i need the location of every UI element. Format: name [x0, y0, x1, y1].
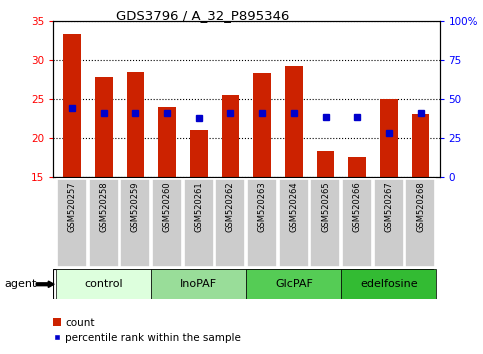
- Text: GDS3796 / A_32_P895346: GDS3796 / A_32_P895346: [116, 9, 289, 22]
- FancyBboxPatch shape: [215, 179, 245, 267]
- Text: GSM520268: GSM520268: [416, 182, 425, 232]
- Text: GSM520264: GSM520264: [289, 182, 298, 232]
- Text: control: control: [85, 279, 123, 289]
- Text: GSM520263: GSM520263: [257, 182, 267, 232]
- FancyBboxPatch shape: [310, 179, 341, 267]
- Bar: [380, 99, 398, 177]
- Bar: [158, 107, 176, 177]
- FancyBboxPatch shape: [341, 269, 436, 299]
- Bar: [222, 95, 239, 177]
- Text: agent: agent: [5, 279, 37, 289]
- FancyBboxPatch shape: [151, 269, 246, 299]
- Bar: [317, 150, 334, 177]
- FancyBboxPatch shape: [57, 269, 151, 299]
- Bar: [127, 72, 144, 177]
- Text: GlcPAF: GlcPAF: [275, 279, 313, 289]
- FancyBboxPatch shape: [184, 179, 213, 267]
- Text: GSM520257: GSM520257: [68, 182, 77, 232]
- Bar: [63, 34, 81, 177]
- Text: GSM520267: GSM520267: [384, 182, 393, 232]
- Text: GSM520260: GSM520260: [163, 182, 171, 232]
- FancyBboxPatch shape: [342, 179, 372, 267]
- Bar: [412, 114, 429, 177]
- FancyBboxPatch shape: [405, 179, 435, 267]
- Text: edelfosine: edelfosine: [360, 279, 418, 289]
- Bar: [254, 73, 271, 177]
- FancyBboxPatch shape: [88, 179, 119, 267]
- Bar: [95, 77, 113, 177]
- Text: InoPAF: InoPAF: [180, 279, 217, 289]
- Bar: [190, 130, 208, 177]
- Bar: [285, 67, 302, 177]
- Text: GSM520261: GSM520261: [194, 182, 203, 232]
- Text: GSM520262: GSM520262: [226, 182, 235, 232]
- FancyBboxPatch shape: [247, 179, 277, 267]
- FancyBboxPatch shape: [120, 179, 150, 267]
- FancyBboxPatch shape: [374, 179, 404, 267]
- Text: GSM520258: GSM520258: [99, 182, 108, 232]
- Text: GSM520266: GSM520266: [353, 182, 362, 232]
- Bar: [348, 157, 366, 177]
- FancyBboxPatch shape: [246, 269, 341, 299]
- Text: GSM520259: GSM520259: [131, 182, 140, 232]
- Text: GSM520265: GSM520265: [321, 182, 330, 232]
- FancyBboxPatch shape: [152, 179, 182, 267]
- FancyBboxPatch shape: [279, 179, 309, 267]
- Legend: count, percentile rank within the sample: count, percentile rank within the sample: [49, 314, 245, 347]
- FancyBboxPatch shape: [57, 179, 87, 267]
